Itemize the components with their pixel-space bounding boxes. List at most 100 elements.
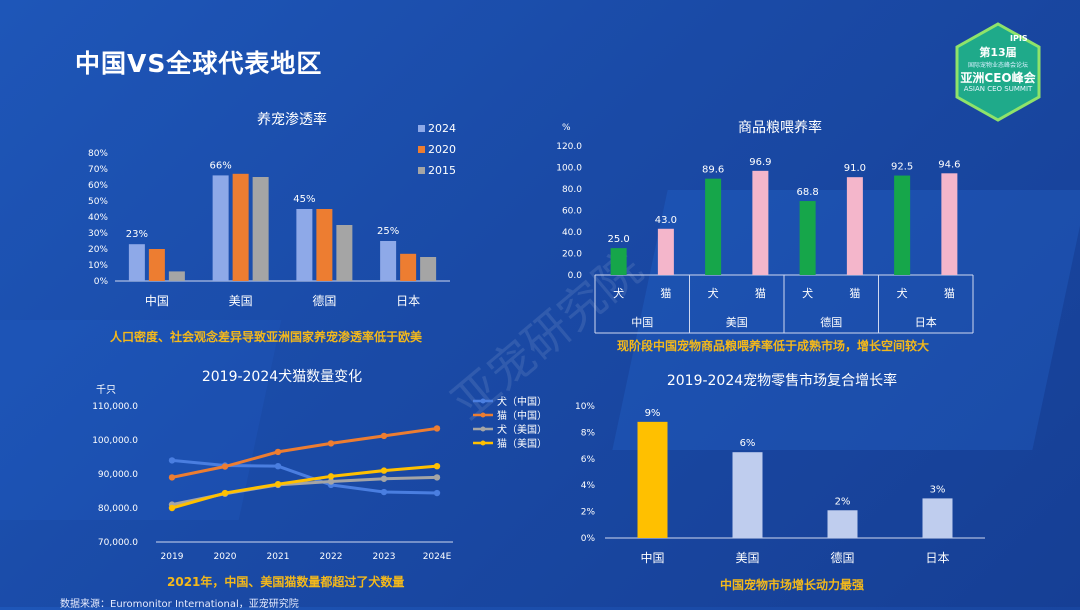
data-label: 89.6 — [702, 165, 724, 176]
y-tick-label: 0.0 — [568, 271, 583, 281]
data-point — [433, 474, 441, 481]
series-line — [171, 464, 438, 510]
legend-label: 猫（美国） — [497, 437, 547, 450]
legend-label: 犬（美国） — [497, 423, 547, 436]
x-tick-label: 2024E — [423, 552, 452, 562]
data-label: 91.0 — [844, 163, 866, 174]
y-tick-label: 10% — [575, 402, 595, 412]
y-tick-label: 60% — [88, 181, 108, 191]
y-tick-label: 50% — [88, 197, 108, 207]
data-label: 3% — [930, 484, 946, 495]
x-tick-label: 日本 — [925, 551, 949, 565]
logo-line2: 国际宠物业态峰会论坛 — [967, 62, 1028, 69]
x-tick-label: 猫 — [849, 287, 860, 300]
data-point — [221, 489, 229, 497]
legend-label: 2015 — [428, 164, 456, 177]
logo-brand: IPIS — [1010, 34, 1028, 43]
data-label: 45% — [293, 194, 315, 205]
data-point — [274, 481, 282, 488]
x-tick-label: 日本 — [396, 294, 420, 308]
data-label: 94.6 — [938, 159, 960, 170]
data-label: 9% — [645, 408, 661, 419]
bar — [610, 248, 627, 275]
y-tick-label: 100,000.0 — [92, 436, 138, 446]
x-tick-label: 美国 — [735, 551, 759, 565]
y-tick-label: 110,000.0 — [92, 402, 138, 412]
y-tick-label: 20% — [88, 245, 108, 255]
bar — [336, 225, 353, 281]
y-tick-label: 80,000.0 — [98, 504, 138, 514]
y-tick-label: 20.0 — [562, 250, 582, 260]
penetration-note: 人口密度、社会观念差异导致亚洲国家养宠渗透率低于欧美 — [110, 330, 423, 344]
logo-hexagon — [955, 22, 1041, 122]
y-axis-label: 千只 — [96, 384, 116, 396]
x-tick-label: 2020 — [214, 552, 237, 562]
x-tick-label: 中国 — [640, 550, 664, 565]
legend-marker — [480, 440, 486, 446]
x-tick-label: 2022 — [320, 552, 343, 562]
bar — [148, 249, 165, 281]
data-label: 23% — [126, 229, 148, 240]
group-label: 德国 — [820, 315, 842, 329]
logo-line1: 第13届 — [979, 46, 1017, 59]
bar — [657, 228, 674, 275]
x-tick-label: 犬 — [708, 286, 719, 300]
feeding-chart: 商品粮喂养率% 0.0 20.0 40.0 60.0 80.0 100.0 120.0 25.0… — [556, 119, 974, 334]
bar — [752, 170, 769, 275]
legend-label: 猫（中国） — [497, 409, 547, 422]
legend-label: 2020 — [428, 143, 456, 156]
data-label: 2% — [835, 496, 851, 507]
y-tick-label: 80.0 — [562, 185, 582, 195]
bar — [296, 209, 313, 281]
data-point — [168, 504, 176, 512]
logo-line4: ASIAN CEO SUMMIT — [963, 85, 1033, 93]
feeding-note: 现阶段中国宠物商品粮喂养率低于成熟市场，增长空间较大 — [617, 339, 930, 353]
y-tick-label: 40.0 — [562, 228, 582, 238]
logo: IPIS 第13届 国际宠物业态峰会论坛 亚洲CEO峰会 ASIAN CEO S… — [955, 22, 1041, 122]
legend-marker — [480, 426, 486, 432]
group-label: 中国 — [631, 316, 653, 329]
y-tick-label: 4% — [581, 481, 596, 491]
bar — [232, 173, 249, 281]
data-point — [380, 475, 388, 482]
data-label: 43.0 — [655, 215, 677, 226]
logo-line3: 亚洲CEO峰会 — [960, 71, 1036, 85]
population-note: 2021年，中国、美国猫数量都超过了犬数量 — [167, 575, 405, 589]
legend-swatch — [418, 146, 425, 153]
data-point — [433, 489, 441, 497]
chart-title: 商品粮喂养率 — [738, 119, 822, 136]
bar — [922, 498, 953, 538]
penetration-chart: 养宠渗透率 0% 10% 20% 30% 40% 50% 60% 70% 80% 23% 中国 66% 美… — [88, 111, 456, 308]
data-point — [380, 467, 388, 474]
bar — [732, 452, 763, 538]
bar — [128, 244, 145, 281]
y-tick-label: 0% — [581, 534, 596, 544]
data-label: 68.8 — [796, 187, 818, 198]
chart-title: 2019-2024犬猫数量变化 — [202, 369, 362, 385]
data-point — [433, 462, 441, 470]
bar — [380, 241, 397, 281]
bar — [400, 253, 417, 281]
x-tick-label: 犬 — [802, 286, 813, 300]
legend-label: 2024 — [428, 122, 456, 135]
data-label: 25.0 — [607, 234, 629, 245]
data-point — [380, 432, 388, 440]
legend-label: 犬（中国） — [497, 395, 547, 408]
y-tick-label: 2% — [581, 508, 596, 518]
y-tick-label: 10% — [88, 261, 108, 271]
y-tick-label: 70,000.0 — [98, 538, 138, 548]
group-label: 日本 — [915, 315, 937, 329]
y-tick-label: 80% — [88, 149, 108, 159]
legend-swatch — [418, 167, 425, 174]
x-tick-label: 德国 — [312, 293, 336, 308]
data-point — [168, 474, 176, 481]
data-point — [433, 425, 441, 432]
data-point — [380, 488, 388, 496]
y-tick-label: 40% — [88, 213, 108, 223]
bar — [894, 175, 911, 275]
x-tick-label: 2023 — [373, 552, 396, 562]
x-tick-label: 犬 — [897, 286, 908, 300]
cagr-note: 中国宠物市场增长动力最强 — [720, 578, 865, 592]
data-point — [221, 463, 229, 470]
